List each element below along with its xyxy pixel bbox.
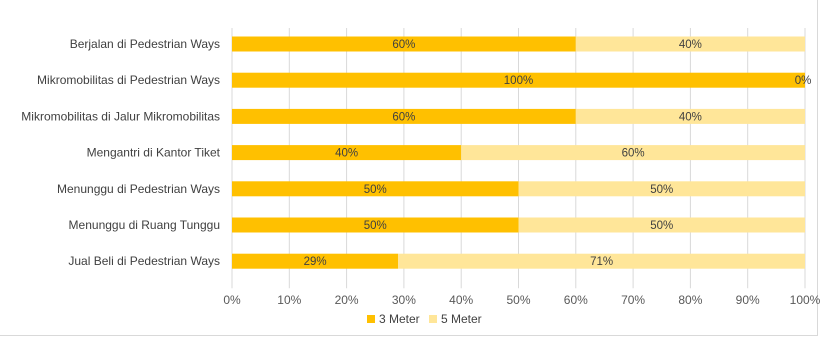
data-label: 50% [364,184,387,196]
bar-5-meter [461,145,805,161]
bar-5-meter [518,181,805,197]
data-label: 100% [504,75,533,87]
category-label: Berjalan di Pedestrian Ways [70,37,220,51]
bar-5-meter [575,36,805,52]
bar-3-meter [232,181,519,197]
data-labels: 60% 40% 100% 0% 60% 40% 40% 60% 50% 50% 50% 50% 29% 7… [304,39,812,268]
category-label: Menunggu di Ruang Tunggu [69,218,220,232]
category-label: Jual Beli di Pedestrian Ways [68,254,220,268]
x-tick-label: 50% [506,293,530,307]
x-tick-label: 70% [621,293,645,307]
x-tick-label: 20% [335,293,359,307]
legend-swatch [429,315,437,323]
bar-5-meter [575,108,805,124]
bar-3-meter [232,72,805,88]
data-label: 71% [590,256,613,268]
x-tick-label: 10% [277,293,301,307]
bar-3-meter [232,36,576,52]
data-label: 50% [650,220,673,232]
x-axis-tick-labels: 0% 10% 20% 30% 40% 50% 60% 70% 80% 90% 100% [223,293,820,307]
bar-3-meter [232,253,399,269]
data-label: 50% [364,220,387,232]
bar-3-meter [232,145,462,161]
x-tick-label: 100% [790,293,820,307]
category-label: Menunggu di Pedestrian Ways [57,182,220,196]
x-tick-label: 80% [678,293,702,307]
data-label: 60% [392,39,415,51]
data-label: 60% [622,148,645,160]
x-tick-label: 0% [223,293,241,307]
x-tick-label: 90% [736,293,760,307]
x-tick-label: 60% [564,293,588,307]
data-label: 60% [392,111,415,123]
bar-3-meter [232,108,576,124]
data-label: 40% [679,39,702,51]
bar-5-meter [518,217,805,233]
category-labels: Berjalan di Pedestrian Ways Mikromobilita… [21,37,220,268]
data-label: 29% [304,256,327,268]
x-tick-label: 30% [392,293,416,307]
legend-label: 3 Meter [379,312,420,326]
data-label: 40% [335,148,358,160]
data-label: 40% [679,111,702,123]
data-label: 50% [650,184,673,196]
bar-3-meter [232,217,519,233]
legend-label: 5 Meter [441,312,482,326]
category-label: Mikromobilitas di Jalur Mikromobilitas [21,109,220,123]
data-label: 0% [795,75,812,87]
category-label: Mikromobilitas di Pedestrian Ways [37,73,220,87]
legend-swatch [367,315,375,323]
x-tick-label: 40% [449,293,473,307]
legend: 3 Meter 5 Meter [367,312,482,326]
bars [232,36,805,269]
bar-5-meter [398,253,805,269]
category-label: Mengantri di Kantor Tiket [87,146,221,160]
